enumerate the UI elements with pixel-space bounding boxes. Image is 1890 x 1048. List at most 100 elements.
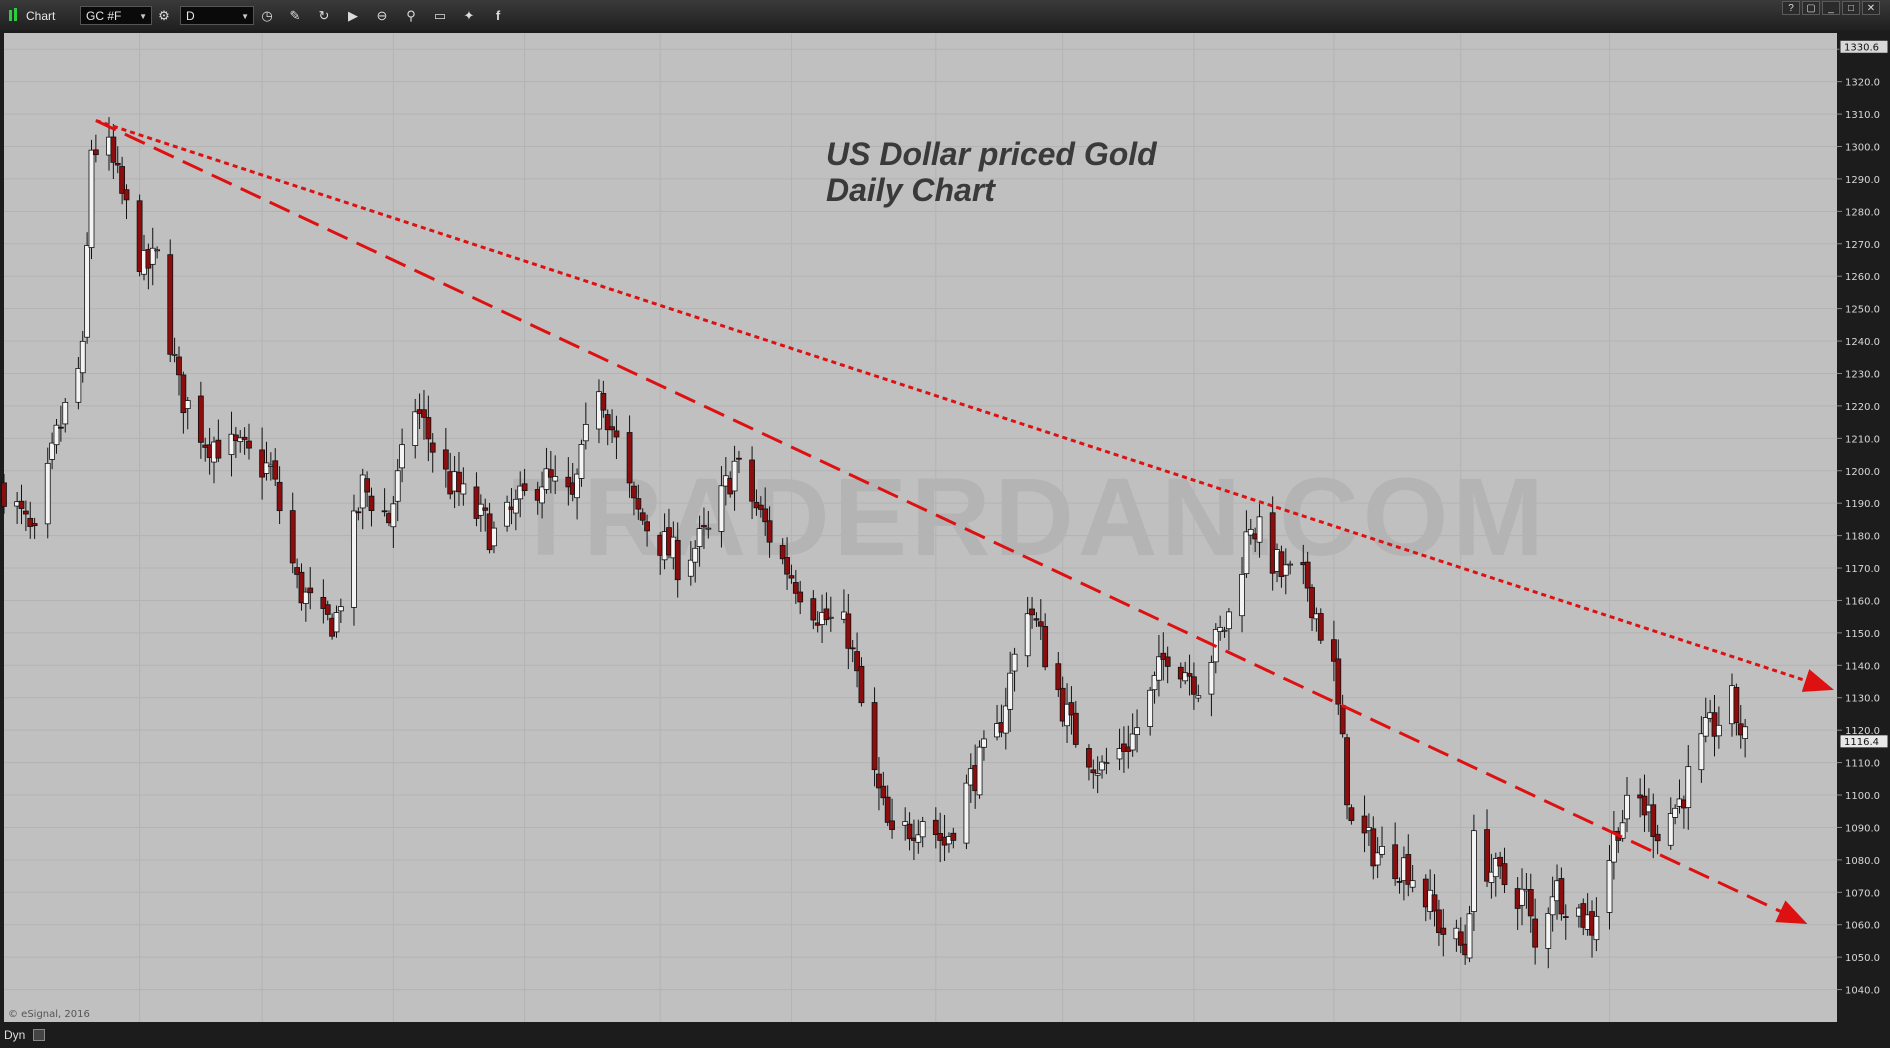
help-button[interactable]: ? [1782, 1, 1800, 15]
zoom-icon[interactable]: ⊖ [376, 8, 388, 23]
candle-up [1151, 675, 1158, 691]
candle-down [889, 820, 895, 830]
candle-up [1239, 573, 1245, 617]
candle-down [1160, 652, 1167, 660]
candle-down [788, 575, 795, 579]
candle-down [27, 517, 34, 527]
y-tick-label: 1180.0 [1845, 532, 1880, 543]
candle-down [1370, 828, 1377, 867]
last-price-label-box [1839, 734, 1889, 749]
candle-down [849, 647, 856, 650]
chart: TRADERDAN.COM US Dollar priced Gold Dail… [0, 31, 1890, 1024]
candle-down [854, 651, 860, 672]
trendline-dotted[interactable] [95, 119, 1834, 692]
y-tick-label: 1300.0 [1845, 142, 1880, 153]
candle-up [302, 591, 309, 604]
candle-up [976, 746, 983, 796]
candle-up [1624, 794, 1630, 820]
candle-down [110, 136, 117, 163]
twitter-icon[interactable]: ✦ [463, 8, 475, 23]
candle-up [512, 498, 519, 514]
candle-down [950, 832, 957, 841]
candle-up [79, 340, 86, 374]
candle-up [1099, 761, 1105, 771]
candle-up [1103, 762, 1110, 765]
interval-input[interactable]: D ▼ [180, 6, 254, 25]
candles [1, 117, 1749, 969]
pencil-icon[interactable]: ✎ [289, 8, 301, 23]
candle-up [552, 476, 559, 482]
maximize-button[interactable]: □ [1842, 1, 1860, 15]
candle-down [613, 430, 620, 438]
refresh-icon[interactable]: ↻ [318, 8, 330, 23]
comment-icon[interactable]: ▭ [433, 8, 447, 23]
candle-up [1379, 846, 1385, 855]
candle-down [1431, 894, 1438, 912]
candle-down [136, 200, 143, 272]
candle-down [119, 166, 126, 194]
candle-up [1606, 860, 1613, 913]
y-tick-label: 1050.0 [1845, 953, 1880, 964]
candle-down [197, 395, 204, 443]
clock-icon[interactable]: ◷ [261, 8, 273, 23]
candle-up [1243, 531, 1250, 575]
candle-up [1116, 748, 1123, 760]
candle-down [880, 785, 887, 799]
restore-button[interactable]: ▢ [1802, 1, 1820, 15]
candle-up [687, 559, 694, 577]
chevron-down-icon[interactable]: ▼ [241, 12, 249, 21]
candle-down [1532, 918, 1539, 948]
candle-down [1527, 889, 1534, 917]
candle-up [705, 527, 712, 530]
candle-down [215, 439, 222, 459]
candle-up [394, 470, 401, 502]
play-icon[interactable]: ▶ [348, 8, 358, 23]
plot-area[interactable] [4, 33, 1837, 1022]
candle-down [609, 426, 615, 431]
candle-down [1436, 909, 1442, 934]
facebook-icon[interactable]: f [495, 8, 501, 23]
candle-down [1269, 512, 1276, 574]
candle-down [1335, 658, 1342, 705]
y-axis: 1040.0 1050.0 1060.0 1070.0 1080.0 1090.0 1100… [1837, 39, 1889, 997]
settings-icon[interactable]: ⚙ [158, 8, 170, 23]
candle-up [1134, 727, 1140, 735]
candle-up [44, 462, 51, 525]
chart-title-line-2: Daily Chart [826, 172, 996, 208]
candle-up [171, 353, 178, 356]
candle-up [718, 485, 725, 532]
candle-down [674, 539, 681, 581]
candle-down [626, 432, 633, 484]
candle-down [1037, 621, 1044, 627]
chart-title-line-1: US Dollar priced Gold [826, 136, 1158, 172]
candle-up [919, 821, 926, 838]
toolbar: Chart GC #F ▼ ⚙ D ▼ ◷ ✎ ↻ ▶ ⊖ ⚲ ▭ ✦ f ? … [0, 0, 1890, 32]
y-tick-label: 1040.0 [1845, 986, 1880, 997]
link-icon[interactable]: ⚲ [406, 8, 416, 23]
candle-up [1094, 773, 1101, 776]
y-tick-label: 1200.0 [1845, 467, 1880, 478]
candle-down [1348, 807, 1355, 821]
y-tick-label: 1160.0 [1845, 596, 1880, 607]
candle-down [473, 486, 480, 519]
candle-down [276, 481, 283, 512]
dyn-toggle[interactable] [33, 1029, 45, 1041]
close-button[interactable]: ✕ [1862, 1, 1880, 15]
y-tick-label: 1100.0 [1845, 791, 1880, 802]
y-tick-label: 1070.0 [1845, 888, 1880, 899]
minimize-button[interactable]: _ [1822, 1, 1840, 15]
candle-down [298, 571, 305, 604]
y-tick-label: 1260.0 [1845, 272, 1880, 283]
candle-up [1129, 733, 1136, 751]
candle-down [381, 510, 388, 513]
candle-up [1182, 672, 1189, 682]
symbol-input[interactable]: GC #F ▼ [80, 6, 152, 25]
trendline-dashed[interactable] [95, 119, 1808, 925]
chart-app-icon [9, 8, 17, 21]
chevron-down-icon[interactable]: ▼ [139, 12, 147, 21]
candle-down [766, 520, 773, 543]
candle-down [823, 608, 830, 621]
candle-down [845, 613, 852, 649]
candle-up [1545, 913, 1552, 949]
candle-down [1344, 737, 1350, 806]
